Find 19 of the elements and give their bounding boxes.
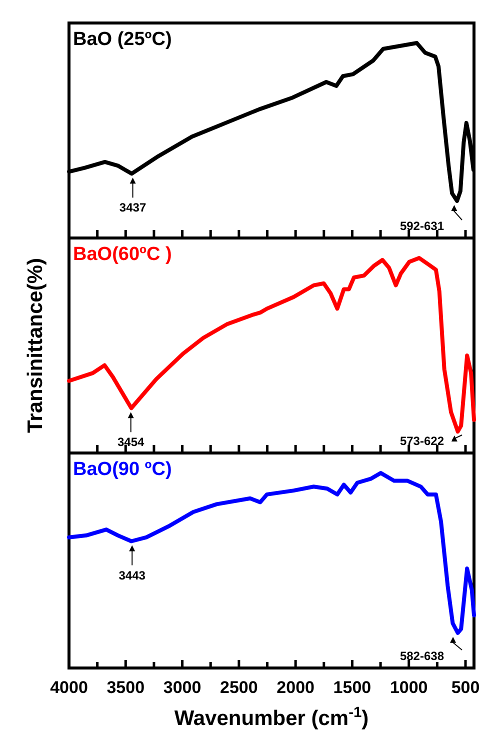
x-tick-label: 4000: [50, 678, 88, 697]
x-axis-title: Wavenumber (cm$^{-1}$): [174, 705, 369, 730]
chart-title: BaO(90 ºC): [73, 459, 172, 480]
x-tick-label: 2500: [220, 678, 258, 697]
chart-title: BaO(60ºC ): [73, 244, 172, 265]
x-tick-label: 3000: [163, 678, 202, 697]
annotation: 582-638: [400, 649, 444, 663]
y-axis-title: Transinittance(%): [24, 258, 47, 434]
annotation: 592-631: [400, 219, 444, 233]
x-tick-label: 500: [451, 678, 480, 697]
chart-title: BaO (25ºC): [73, 29, 172, 50]
annotation: 3443: [118, 568, 146, 582]
x-tick-label: 1500: [333, 678, 372, 697]
annotation: 3437: [119, 200, 146, 215]
x-tick-label: 1000: [390, 678, 428, 697]
annotation: 3454: [118, 435, 145, 450]
x-tick-label: 2000: [276, 678, 314, 697]
annotation: 573-622: [400, 434, 444, 448]
x-tick-label: 3500: [106, 678, 145, 697]
